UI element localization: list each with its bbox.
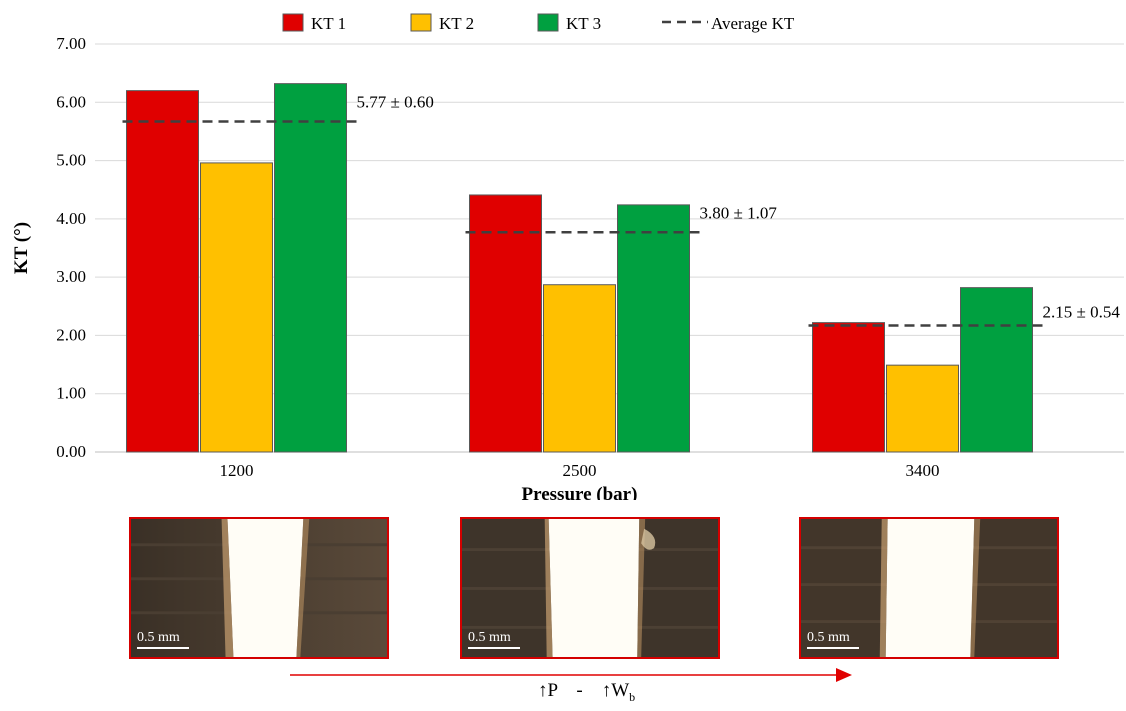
legend-label: KT 3	[566, 14, 601, 33]
legend-swatch	[410, 13, 432, 32]
caption-w: W	[611, 680, 630, 701]
micrograph-2500-bar: 0.5 mm	[460, 517, 720, 659]
bar-kt-3	[617, 204, 690, 453]
legend-label: KT 2	[439, 14, 474, 33]
average-label: 2.15 ± 0.54	[1043, 303, 1121, 322]
y-tick-label: 3.00	[56, 267, 86, 286]
y-axis-title: KT (°)	[11, 222, 32, 274]
y-tick-label: 7.00	[56, 34, 86, 53]
y-tick-label: 4.00	[56, 209, 86, 228]
y-tick-label: 2.00	[56, 325, 86, 344]
caption-dash: -	[576, 680, 583, 701]
bar-kt-2	[886, 364, 959, 453]
x-axis-title: Pressure (bar)	[522, 484, 638, 500]
micrograph-image	[462, 519, 718, 657]
bar-kt-1	[126, 90, 199, 453]
arrow-caption: ↑P - ↑Wb	[538, 680, 635, 705]
scale-line	[137, 647, 189, 649]
scale-bar: 0.5 mm	[807, 631, 859, 649]
scale-line	[468, 647, 520, 649]
micrograph-3400-bar: 0.5 mm	[799, 517, 1059, 659]
up-arrow-icon: ↑	[601, 680, 612, 701]
micrograph-1200-bar: 0.5 mm	[129, 517, 389, 659]
trend-arrow-head	[836, 668, 852, 682]
kt-bar-chart: 0.00 1.00 2.00 3.00 4.00 5.00 6.00 7.00 1200 5.77…	[11, 13, 1124, 500]
scale-label: 0.5 mm	[468, 630, 511, 645]
scale-label: 0.5 mm	[807, 630, 850, 645]
legend-swatch	[537, 13, 559, 32]
scale-label: 0.5 mm	[137, 630, 180, 645]
average-label: 3.80 ± 1.07	[700, 203, 778, 222]
bar-kt-3	[274, 83, 347, 453]
scale-line	[807, 647, 859, 649]
scale-bar: 0.5 mm	[468, 631, 520, 649]
x-tick-label: 1200	[220, 461, 254, 480]
legend-swatch	[282, 13, 304, 32]
up-arrow-icon: ↑	[538, 680, 548, 701]
bar-kt-1	[812, 322, 885, 453]
legend-label: Average KT	[711, 14, 795, 33]
average-label: 5.77 ± 0.60	[357, 93, 434, 112]
scale-bar: 0.5 mm	[137, 631, 189, 649]
x-tick-label: 2500	[563, 461, 597, 480]
bar-kt-2	[543, 284, 616, 453]
bar-kt-3	[960, 287, 1033, 453]
caption-p: P	[547, 680, 558, 701]
trend-arrow	[290, 668, 852, 682]
micrograph-image	[131, 519, 387, 657]
y-tick-label: 1.00	[56, 384, 86, 403]
y-tick-label: 6.00	[56, 92, 86, 111]
caption-w-subscript: b	[629, 690, 636, 704]
y-tick-label: 0.00	[56, 442, 86, 461]
y-tick-label: 5.00	[56, 151, 86, 170]
legend-label: KT 1	[311, 14, 346, 33]
micrograph-image	[801, 519, 1057, 657]
bar-kt-1	[469, 194, 542, 453]
x-tick-label: 3400	[906, 461, 940, 480]
bar-kt-2	[200, 162, 273, 453]
